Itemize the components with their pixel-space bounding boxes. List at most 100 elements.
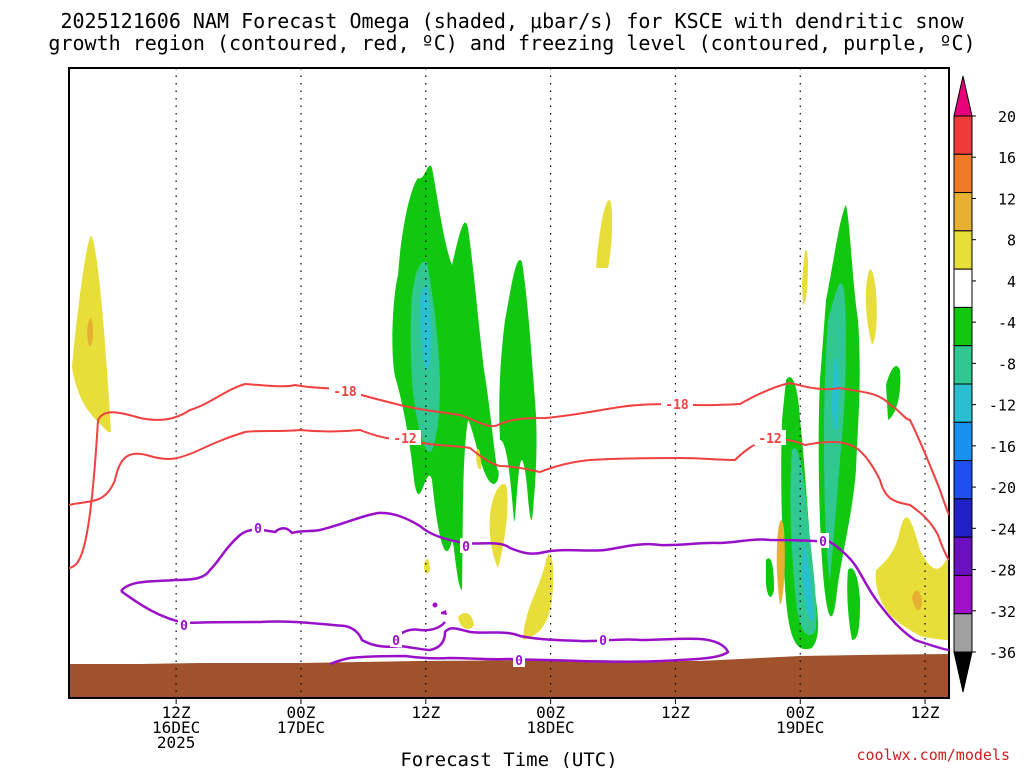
colorbar-label-5: -4 (998, 314, 1016, 332)
freezing-level-speck (432, 602, 438, 608)
contour-zero-inner (393, 621, 446, 641)
freezing-label-3: 0 (180, 619, 188, 634)
dendritic-label-bg-3 (754, 430, 786, 445)
colorbar-label-3: 8 (1007, 232, 1016, 250)
x-tick-label-5-1: 19DEC (776, 718, 824, 737)
dendritic-label-1: -18 (665, 398, 689, 413)
freezing-label-bg-4 (390, 632, 402, 647)
omega-region-weak-descent-2 (489, 484, 508, 568)
x-tick-label-3-1: 18DEC (527, 718, 575, 737)
freezing-label-bg-2 (817, 533, 829, 548)
colorbar-swatch-6 (953, 345, 973, 385)
omega-region-weak-descent-5 (424, 558, 430, 574)
colorbar-label-7: -12 (989, 397, 1016, 415)
x-tick-label-1-1: 17DEC (277, 718, 325, 737)
chart-title-line-2: growth region (contoured, red, ºC) and f… (48, 31, 976, 55)
colorbar-swatch-10 (953, 498, 973, 538)
omega-region-weak-descent-8 (865, 269, 877, 345)
freezing-label-bg-5 (597, 632, 609, 647)
freezing-label-6: 0 (515, 654, 523, 669)
x-tick-label-4-0: 12Z (661, 703, 690, 722)
source-credit: coolwx.com/models (856, 746, 1010, 764)
dendritic-label-bg-1 (661, 396, 693, 411)
surface-terrain (69, 654, 949, 698)
colorbar-label-10: -24 (989, 520, 1016, 538)
plot-frame (68, 67, 950, 699)
x-axis-label: Forecast Time (UTC) (400, 749, 617, 768)
x-tick-label-1-0: 00Z (287, 703, 316, 722)
omega-region-moderate-descent-right (912, 590, 922, 611)
colorbar-label-4: 4 (1007, 273, 1016, 291)
colorbar: 20 16 12 8 4 -4 -8 -12 -16 -20 -24 -28 -32 -36 (953, 75, 1016, 693)
dendritic-label-0: -18 (333, 385, 357, 400)
freezing-label-bg-0 (252, 520, 264, 535)
omega-region-ascent-right-4 (886, 365, 901, 420)
dendritic-label-bg-2 (389, 430, 421, 445)
x-tick-label-5-0: 00Z (786, 703, 815, 722)
freezing-label-4: 0 (392, 634, 400, 649)
colorbar-swatch-2 (953, 192, 973, 232)
dendritic-contours (69, 381, 949, 569)
freezing-label-0: 0 (254, 522, 262, 537)
omega-region-ascent-right-3 (847, 568, 860, 640)
colorbar-swatch-13 (953, 613, 973, 653)
freezing-label-bg-6 (513, 652, 525, 667)
freezing-label-bg-3 (178, 617, 190, 632)
omega-region-ascent-right-5 (766, 558, 774, 597)
dendritic-label-3: -12 (758, 432, 781, 447)
x-tick-label-0-2: 2025 (157, 733, 196, 752)
x-tick-label-3-0: 00Z (536, 703, 565, 722)
colorbar-swatch-3 (953, 230, 973, 270)
omega-region-weak-descent-right (875, 517, 949, 640)
omega-region-moderate-descent-left (87, 318, 93, 347)
x-tick-label-2-0: 12Z (411, 703, 440, 722)
omega-region-weak-descent-1 (596, 199, 613, 268)
colorbar-label-2: 12 (998, 190, 1016, 208)
contour-minus-12 (69, 428, 949, 561)
colorbar-swatch-12 (953, 574, 973, 615)
omega-region-ascent-right-center-2 (832, 358, 839, 431)
freezing-label-1: 0 (462, 540, 470, 555)
colorbar-label-0: 20 (998, 108, 1016, 126)
x-tick-label-0-1: 16DEC (152, 718, 200, 737)
colorbar-label-13: -36 (989, 644, 1016, 662)
x-tick-label-0-0: 12Z (162, 703, 191, 722)
contour-minus-18 (69, 381, 949, 569)
freezing-label-bg-1 (460, 538, 472, 553)
omega-region-ascent-main (392, 165, 499, 590)
omega-region-ascent-secondary (499, 260, 537, 522)
contour-zero-main (120, 511, 949, 652)
contour-labels: -18 -18 -12 -12 0 0 0 0 0 0 0 (178, 383, 829, 669)
colorbar-swatch-0 (953, 115, 973, 155)
omega-region-ascent-main-center (420, 285, 432, 371)
colorbar-swatch-5 (953, 306, 973, 347)
omega-shading (72, 165, 949, 650)
colorbar-label-11: -28 (989, 562, 1016, 580)
colorbar-label-9: -20 (989, 479, 1016, 497)
colorbar-label-8: -16 (989, 438, 1016, 456)
colorbar-swatch-9 (953, 460, 973, 500)
freezing-label-2: 0 (819, 535, 827, 550)
contour-zero-lower (120, 589, 730, 666)
omega-region-weak-descent-3 (523, 554, 554, 640)
dendritic-label-bg-0 (329, 383, 361, 398)
colorbar-bottom-arrow (953, 651, 973, 693)
colorbar-swatch-1 (953, 153, 973, 194)
dendritic-label-2: -12 (393, 432, 416, 447)
chart-title-line-1: 2025121606 NAM Forecast Omega (shaded, μ… (60, 9, 964, 33)
omega-region-ascent-right-core-2 (824, 283, 847, 580)
colorbar-label-12: -32 (989, 603, 1016, 621)
omega-region-descent-right-cell (776, 520, 785, 605)
colorbar-label-6: -8 (998, 355, 1016, 373)
omega-region-weak-descent-7 (802, 249, 808, 305)
grid (175, 68, 926, 698)
omega-region-weak-descent-4 (458, 613, 474, 629)
colorbar-label-1: 16 (998, 149, 1016, 167)
x-tick-label-6-0: 12Z (911, 703, 940, 722)
colorbar-swatch-4 (953, 268, 973, 308)
colorbar-swatch-11 (953, 536, 973, 576)
colorbar-swatch-7 (953, 383, 973, 423)
colorbar-top-arrow (953, 75, 973, 117)
